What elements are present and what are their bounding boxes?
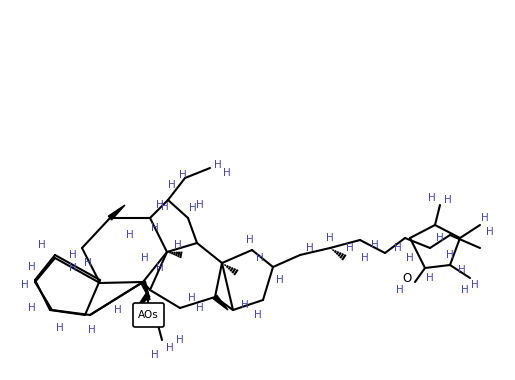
Text: H: H — [406, 253, 414, 263]
Text: H: H — [166, 343, 174, 353]
Text: H: H — [246, 235, 254, 245]
Text: H: H — [361, 253, 369, 263]
Text: H: H — [28, 303, 36, 313]
Text: H: H — [188, 293, 196, 303]
Text: H: H — [28, 262, 36, 272]
Polygon shape — [213, 295, 228, 310]
Text: H: H — [21, 280, 29, 290]
Text: H: H — [306, 243, 314, 253]
Text: H: H — [371, 240, 379, 250]
Text: H: H — [214, 160, 222, 170]
Text: H: H — [461, 285, 469, 295]
Text: H: H — [458, 265, 466, 275]
Text: H: H — [84, 258, 92, 268]
Text: H: H — [88, 325, 96, 335]
Text: H: H — [174, 240, 182, 250]
Text: H: H — [276, 275, 284, 285]
Text: H: H — [151, 350, 159, 360]
Text: H: H — [241, 300, 249, 310]
Text: H: H — [481, 213, 489, 223]
Text: H: H — [156, 200, 164, 210]
Text: H: H — [471, 280, 479, 290]
Text: H: H — [56, 323, 64, 333]
Text: H: H — [141, 253, 149, 263]
Text: H: H — [38, 240, 46, 250]
Text: H: H — [151, 223, 159, 233]
Text: H: H — [446, 250, 454, 260]
Text: H: H — [436, 233, 444, 243]
Text: H: H — [114, 305, 122, 315]
Text: H: H — [394, 243, 402, 253]
Text: H: H — [346, 243, 354, 253]
Text: H: H — [168, 180, 176, 190]
Text: H: H — [196, 303, 204, 313]
Text: H: H — [486, 227, 494, 237]
Text: H: H — [189, 203, 197, 213]
Text: H: H — [69, 263, 77, 273]
Text: O: O — [402, 271, 411, 285]
Text: H: H — [444, 195, 452, 205]
Text: H: H — [196, 200, 204, 210]
Text: H: H — [69, 250, 77, 260]
Polygon shape — [141, 281, 150, 300]
Text: H: H — [326, 233, 334, 243]
Text: H: H — [254, 310, 262, 320]
Text: H: H — [179, 170, 187, 180]
Text: H: H — [176, 335, 184, 345]
Polygon shape — [108, 205, 125, 220]
Text: H: H — [156, 263, 164, 273]
Text: H: H — [426, 273, 434, 283]
Text: AOs: AOs — [138, 310, 159, 320]
Text: H: H — [161, 202, 169, 212]
Text: H: H — [256, 253, 264, 263]
Text: H: H — [126, 230, 134, 240]
Polygon shape — [135, 293, 150, 310]
Text: H: H — [428, 193, 436, 203]
Text: H: H — [223, 168, 231, 178]
Text: H: H — [396, 285, 404, 295]
FancyBboxPatch shape — [133, 303, 164, 327]
